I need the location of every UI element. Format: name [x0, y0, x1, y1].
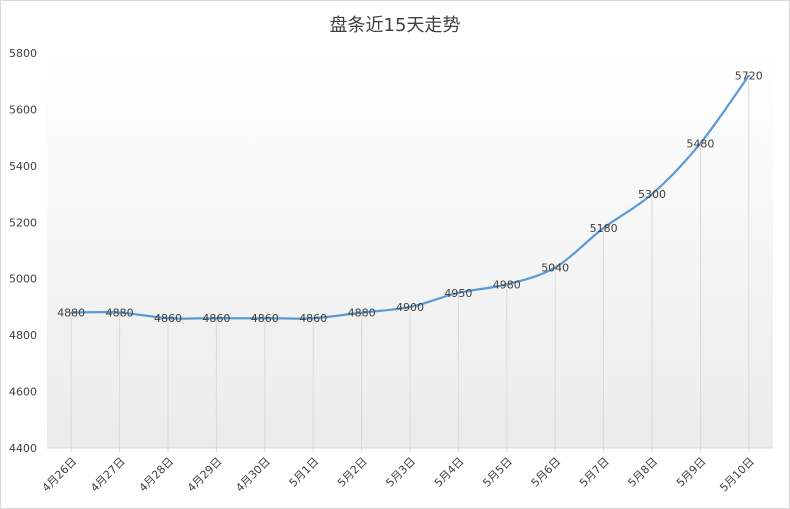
y-tick-label: 5400 — [9, 160, 37, 173]
x-tick-label: 5月4日 — [432, 455, 467, 490]
y-tick-label: 5600 — [9, 103, 37, 116]
x-tick-label: 5月2日 — [335, 455, 370, 490]
y-tick-label: 4600 — [9, 386, 37, 399]
data-label: 5720 — [735, 70, 763, 83]
data-label: 5480 — [686, 137, 714, 150]
data-label: 4860 — [251, 312, 279, 325]
y-tick-label: 4800 — [9, 329, 37, 342]
data-label: 4980 — [493, 278, 521, 291]
y-tick-label: 4400 — [9, 442, 37, 455]
x-tick-label: 4月26日 — [40, 455, 80, 495]
data-label: 4880 — [348, 307, 376, 320]
x-tick-label: 5月9日 — [674, 455, 709, 490]
x-tick-label: 4月29日 — [185, 455, 225, 495]
x-tick-label: 5月3日 — [383, 455, 418, 490]
x-tick-label: 5月8日 — [625, 455, 660, 490]
data-labels: 4880 4880 4860 4860 4860 4860 4880 4900 4950 4980… — [57, 70, 763, 326]
series-group — [70, 74, 750, 320]
data-label: 4900 — [396, 301, 424, 314]
data-label: 4860 — [154, 312, 182, 325]
x-tick-label: 5月1日 — [287, 455, 322, 490]
x-tick-label: 4月27日 — [88, 455, 128, 495]
data-label: 4950 — [444, 287, 472, 300]
y-tick-label: 5200 — [9, 216, 37, 229]
data-label: 4860 — [299, 312, 327, 325]
x-tick-label: 4月28日 — [137, 455, 177, 495]
data-label: 5300 — [638, 188, 666, 201]
series-line — [70, 74, 750, 320]
data-label: 4860 — [202, 312, 230, 325]
data-label: 4880 — [57, 307, 85, 320]
y-tick-label: 5000 — [9, 273, 37, 286]
y-axis: 4400 4600 4800 5000 5200 5400 5600 5800 — [9, 47, 37, 455]
data-label: 5180 — [590, 222, 618, 235]
chart-title: 盘条近15天走势 — [330, 15, 461, 36]
x-tick-label: 5月10日 — [717, 455, 757, 495]
drop-lines — [70, 75, 750, 448]
x-tick-label: 5月7日 — [577, 455, 612, 490]
data-label: 5040 — [541, 261, 569, 274]
x-tick-label: 4月30日 — [233, 455, 273, 495]
data-label: 4880 — [106, 307, 134, 320]
y-tick-label: 5800 — [9, 47, 37, 60]
x-tick-label: 5月6日 — [529, 455, 564, 490]
x-tick-label: 5月5日 — [480, 455, 515, 490]
x-axis: 4月26日 4月27日 4月28日 4月29日 4月30日 5月1日 5月2日 5月3日 5月4… — [40, 448, 757, 495]
